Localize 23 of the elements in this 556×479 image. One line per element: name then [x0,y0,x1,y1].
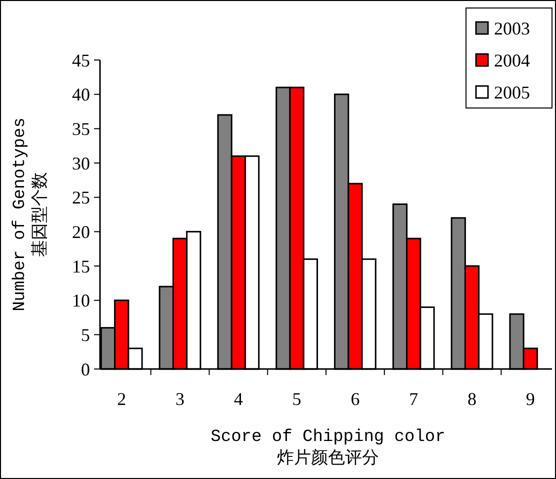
y-tick-label: 0 [81,359,90,380]
legend-label: 2005 [494,82,530,102]
legend-label: 2003 [494,18,530,38]
y-tick-label: 45 [72,50,90,70]
x-tick-label: 5 [292,389,302,409]
y-tick-label: 40 [72,84,90,105]
y-tick-label: 30 [72,153,90,174]
x-tick-label: 7 [409,389,418,409]
y-axis-title: Number of Genotypes 基因型个数 [11,118,51,312]
y-tick-label: 20 [72,222,90,242]
y-tick-label: 5 [81,324,90,345]
x-tick-label: 9 [526,389,535,409]
legend-label: 2004 [494,50,530,70]
x-tick-label: 3 [176,389,185,409]
y-tick-label: 15 [72,256,90,276]
x-tick-label: 2 [117,389,126,409]
x-tick-label: 8 [467,389,476,409]
y-tick-label: 10 [72,290,90,311]
x-tick-label: 4 [234,389,243,409]
y-tick-label: 35 [72,118,90,139]
y-tick-label: 25 [72,188,90,208]
x-tick-label: 6 [350,389,360,409]
x-axis-title: Score of Chipping color 炸片颜色评分 [210,428,446,469]
